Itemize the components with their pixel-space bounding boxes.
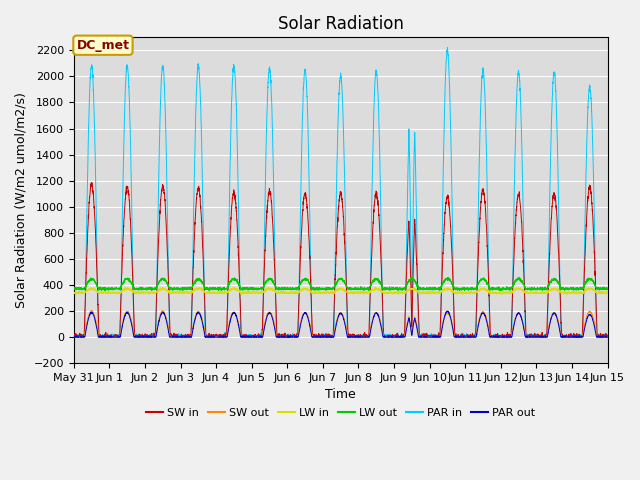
Title: Solar Radiation: Solar Radiation [278, 15, 404, 33]
SW in [491, 334, 499, 340]
PAR out [491, 334, 499, 340]
PAR in [70, 334, 77, 340]
Y-axis label: Solar Radiation (W/m2 umol/m2/s): Solar Radiation (W/m2 umol/m2/s) [15, 92, 28, 308]
SW out [491, 334, 499, 339]
SW in [431, 332, 438, 338]
PAR in [460, 332, 468, 338]
LW in [491, 290, 499, 296]
SW in [321, 334, 328, 339]
Line: PAR in: PAR in [74, 48, 607, 337]
SW out [166, 332, 173, 337]
LW in [498, 291, 506, 297]
LW in [431, 289, 438, 295]
LW in [604, 291, 611, 297]
LW out [491, 287, 499, 292]
Text: DC_met: DC_met [76, 39, 129, 52]
Line: LW in: LW in [74, 287, 607, 294]
LW out [101, 288, 109, 294]
PAR in [604, 334, 611, 340]
Line: PAR out: PAR out [74, 311, 607, 337]
SW out [603, 334, 611, 340]
PAR in [431, 334, 438, 340]
LW out [166, 287, 173, 292]
LW out [604, 286, 611, 292]
LW in [603, 288, 611, 294]
SW out [70, 334, 77, 340]
LW out [70, 287, 77, 293]
PAR out [321, 334, 328, 340]
Legend: SW in, SW out, LW in, LW out, PAR in, PAR out: SW in, SW out, LW in, LW out, PAR in, PA… [141, 404, 540, 422]
PAR in [321, 332, 328, 338]
LW in [70, 289, 77, 295]
LW in [166, 289, 173, 295]
LW out [603, 287, 611, 292]
SW in [460, 334, 468, 340]
SW out [460, 334, 468, 339]
LW out [460, 286, 468, 292]
X-axis label: Time: Time [325, 388, 356, 401]
SW in [603, 333, 611, 338]
PAR in [166, 333, 173, 338]
SW in [70, 334, 77, 340]
LW out [409, 274, 417, 280]
SW in [604, 334, 611, 340]
PAR in [603, 334, 611, 340]
SW out [431, 334, 438, 340]
Line: SW in: SW in [74, 183, 607, 337]
SW in [88, 180, 96, 186]
Line: LW out: LW out [74, 277, 607, 291]
SW out [321, 334, 328, 339]
PAR in [444, 45, 451, 50]
PAR out [166, 334, 173, 340]
LW out [321, 286, 328, 292]
PAR out [604, 334, 611, 340]
LW in [264, 284, 272, 290]
LW in [460, 290, 468, 296]
PAR out [70, 334, 78, 340]
PAR out [70, 334, 77, 339]
LW out [431, 286, 438, 291]
Line: SW out: SW out [74, 311, 607, 337]
SW in [166, 320, 173, 325]
PAR in [491, 333, 499, 339]
PAR out [431, 334, 438, 340]
SW out [88, 308, 95, 313]
SW out [604, 334, 611, 340]
PAR out [444, 308, 451, 314]
PAR out [460, 334, 468, 339]
PAR out [603, 334, 611, 340]
LW in [321, 290, 328, 296]
